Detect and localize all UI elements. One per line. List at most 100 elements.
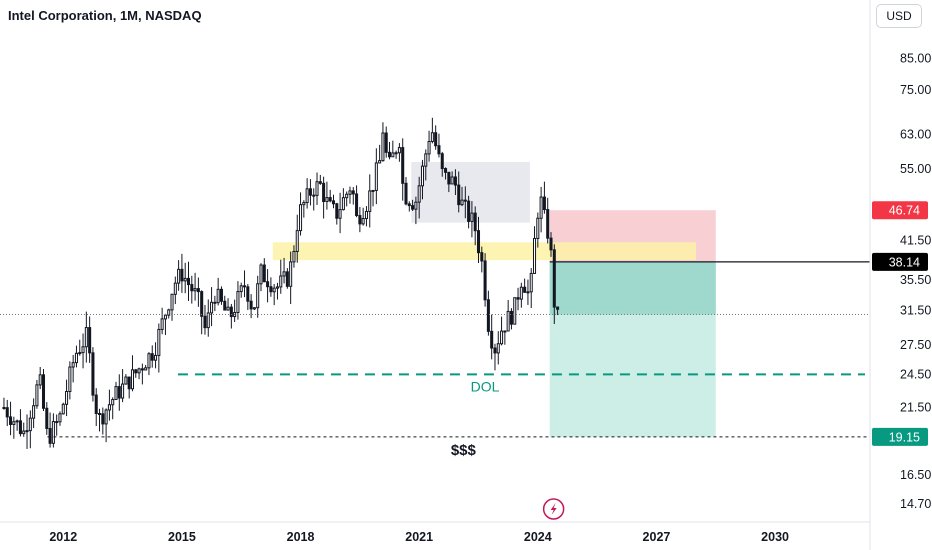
candle-body [397, 147, 401, 154]
candle-body [114, 386, 118, 401]
candle-body [328, 197, 332, 202]
drawing-zones [272, 162, 716, 437]
y-tick-label: 63.00 [900, 127, 931, 141]
candle-body [312, 194, 316, 197]
y-tick-label: 27.50 [900, 338, 931, 352]
candle-body [305, 188, 309, 204]
candle-body [18, 420, 22, 435]
candle-body [358, 215, 362, 225]
candle-body [216, 288, 220, 304]
candle-body [167, 309, 171, 316]
candle-body [279, 275, 283, 288]
current-price-badge-text: 38.14 [889, 255, 920, 269]
y-tick-label: 21.50 [900, 401, 931, 415]
candle-body [384, 132, 388, 153]
candle-body [292, 250, 296, 263]
candle-body [318, 181, 322, 184]
candle-body [552, 249, 556, 308]
candle-body [239, 285, 243, 293]
candle-body [496, 343, 500, 354]
candle-body [506, 310, 510, 332]
candle-body [5, 407, 9, 418]
currency-button[interactable]: USD [876, 4, 922, 28]
candle-body [302, 202, 306, 206]
candle-body [144, 367, 148, 371]
candle-body [529, 272, 533, 293]
candle-body [45, 407, 49, 429]
candle-body [223, 300, 227, 311]
candle-body [229, 306, 233, 318]
candle-body [308, 188, 312, 196]
candle-body [58, 413, 62, 423]
candle-body [68, 366, 72, 392]
dol-label: DOL [471, 378, 500, 394]
candle-body [107, 404, 111, 411]
candle-body [25, 430, 29, 433]
candle-body [41, 374, 46, 409]
candle-body [467, 200, 471, 222]
candle-body [516, 297, 520, 300]
candle-body [200, 291, 204, 317]
candle-body [424, 153, 428, 167]
candle-body [285, 271, 289, 287]
candle-body [411, 205, 415, 210]
x-tick-label: 2027 [643, 530, 671, 544]
x-tick-label: 2015 [168, 530, 196, 544]
candle-body [322, 182, 326, 203]
candle-body [190, 284, 194, 292]
candle-body [266, 281, 270, 288]
candle-body [183, 277, 187, 282]
candle-body [542, 196, 546, 211]
candle-body [193, 288, 197, 292]
y-tick-label: 35.50 [900, 273, 931, 287]
candle-body [444, 168, 448, 173]
candle-body [315, 181, 319, 196]
candle-body [394, 152, 398, 155]
x-tick-label: 2024 [524, 530, 552, 544]
candle-body [196, 288, 200, 293]
candle-body [71, 362, 75, 368]
candle-body [483, 260, 487, 301]
candle-body [401, 147, 405, 184]
y-tick-label: 85.00 [900, 51, 931, 65]
candle-body [523, 286, 527, 293]
annotations: DOL $$$ [451, 378, 565, 520]
candle-body [163, 314, 167, 320]
candle-body [127, 376, 131, 390]
candle-body [500, 330, 504, 345]
y-tick-label: 14.70 [900, 497, 931, 511]
candle-body [65, 390, 69, 405]
candle-body [117, 386, 121, 399]
candle-body [150, 353, 154, 361]
candle-body [275, 286, 279, 289]
candle-body [91, 352, 95, 396]
candle-body [51, 421, 55, 444]
candle-body [249, 300, 253, 310]
candle-body [420, 165, 424, 187]
candle-body [203, 315, 207, 329]
candle-body [88, 327, 92, 354]
candle-body [447, 171, 451, 185]
candle-body [262, 264, 266, 283]
x-tick-label: 2012 [49, 530, 77, 544]
candle-body [476, 230, 481, 254]
candle-body [38, 374, 42, 386]
lightning-bolt [550, 503, 557, 515]
candle-body [430, 132, 434, 142]
x-tick-label: 2021 [405, 530, 433, 544]
candle-body [111, 399, 115, 406]
candle-body [519, 286, 523, 300]
candle-body [246, 286, 250, 302]
candle-body [355, 193, 359, 217]
candle-body [272, 287, 276, 293]
candle-body [536, 217, 540, 239]
candle-body [101, 413, 105, 425]
candle-body [12, 421, 16, 425]
y-tick-label: 31.50 [900, 303, 931, 317]
candle-body [338, 209, 342, 219]
candle-body [460, 199, 464, 206]
candle-body [289, 261, 293, 287]
candle-body [154, 354, 158, 361]
candle-body [493, 347, 497, 354]
